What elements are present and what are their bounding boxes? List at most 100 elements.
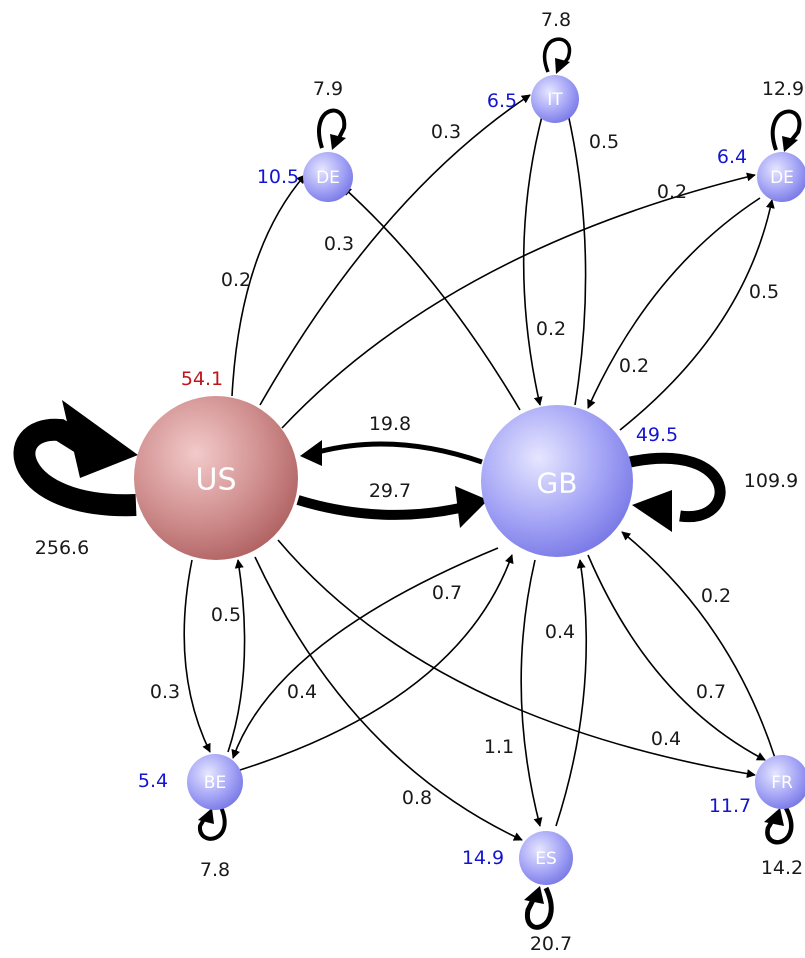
self-loop-de1-stroke (317, 108, 347, 149)
value-be: 5.4 (138, 770, 168, 792)
self-loop-es-arrowhead (524, 886, 544, 904)
edge-gb-to-de1 (342, 186, 521, 411)
self-loop-label-us: 256.6 (35, 537, 89, 559)
self-loop-de2 (770, 109, 802, 152)
self-loop-label-es: 20.7 (530, 933, 572, 955)
edge-label-gb-it: 0.5 (589, 131, 619, 153)
node-de2: DE (757, 152, 805, 202)
edge-label-us-fr: 0.4 (651, 728, 681, 750)
edge-gb-to-us (317, 441, 483, 465)
edge-es-to-gb (555, 559, 588, 827)
edge-label-us-be: 0.3 (150, 681, 180, 703)
node-be-label: BE (204, 773, 226, 793)
self-loop-label-de2: 12.9 (762, 78, 804, 100)
self-loop-gb-arrowhead (632, 490, 672, 532)
node-es-label: ES (535, 849, 557, 869)
edge-label-fr-gb: 0.2 (701, 585, 731, 607)
node-de1-label: DE (316, 168, 340, 188)
self-loop-fr-stroke (765, 806, 794, 845)
self-loop-be (198, 804, 227, 841)
value-es: 14.9 (462, 847, 504, 869)
edge-label-us-it: 0.3 (431, 121, 461, 143)
node-us-circle (134, 396, 298, 560)
edge-gb-to-de2 (619, 199, 775, 431)
value-de2: 6.4 (717, 146, 747, 168)
edge-label-gb-de2: 0.5 (749, 281, 779, 303)
node-be: BE (187, 754, 243, 810)
node-de1: DE (303, 152, 353, 202)
edge-gb-to-es (520, 559, 543, 827)
node-it: IT (531, 75, 579, 123)
self-loop-de2-arrowhead (782, 136, 798, 152)
edge-us-to-be (183, 559, 211, 753)
edge-us-to-gb-arrowhead (455, 486, 488, 528)
edge-de2-to-gb (587, 197, 761, 409)
self-loop-label-it: 7.8 (541, 9, 571, 31)
self-loop-it-stroke (542, 37, 572, 73)
self-loop-label-gb: 109.9 (744, 470, 798, 492)
self-loop-label-de1: 7.9 (313, 78, 343, 100)
edge-label-gb-be: 0.4 (287, 681, 317, 703)
value-us: 54.1 (181, 368, 223, 390)
node-it-label: IT (547, 90, 563, 110)
self-loop-be-arrowhead (198, 808, 214, 824)
self-loop-de2-stroke (770, 109, 802, 151)
node-be-circle (187, 754, 243, 810)
self-loop-gb (628, 452, 726, 532)
self-loop-us-stroke (13, 418, 137, 517)
self-loop-es-stroke (524, 886, 554, 930)
value-it: 6.5 (487, 90, 517, 112)
edge-label-be-gb: 0.7 (432, 582, 462, 604)
edge-us-to-fr (277, 539, 756, 779)
edge-gb-to-be (231, 547, 499, 759)
self-loop-label-be: 7.8 (200, 859, 230, 881)
edge-label-gb-us: 19.8 (369, 413, 411, 435)
node-es: ES (519, 831, 573, 885)
edge-be-to-gb (239, 554, 514, 771)
self-loop-it (542, 37, 572, 74)
node-de1-circle (303, 152, 353, 202)
self-loop-label-fr: 14.2 (761, 857, 803, 879)
node-gb-circle (481, 405, 633, 557)
edge-fr-to-gb (621, 531, 776, 759)
self-loop-es (524, 886, 554, 930)
edge-label-es-gb: 0.4 (545, 621, 575, 643)
edge-label-us-es: 0.8 (402, 787, 432, 809)
edge-group (183, 94, 776, 841)
edge-label-gb-de1: 0.3 (324, 233, 354, 255)
self-loop-us (13, 400, 138, 517)
self-loop-fr-arrowhead (764, 808, 784, 826)
self-loop-be-stroke (198, 804, 227, 841)
node-fr: FR (755, 755, 805, 809)
edge-label-gb-fr: 0.7 (696, 681, 726, 703)
edge-be-to-us (227, 559, 246, 753)
edge-us-to-gb (296, 495, 462, 520)
value-de1: 10.5 (257, 166, 299, 188)
edge-label-it-gb: 0.2 (536, 318, 566, 340)
edge-label-us-de2: 0.2 (657, 181, 687, 203)
value-gb: 49.5 (636, 424, 678, 446)
edge-gb-to-it (563, 104, 587, 406)
edge-gb-to-fr (587, 554, 766, 761)
self-loop-de1 (317, 108, 347, 150)
self-loop-de1-arrowhead (330, 134, 346, 150)
edge-gb-to-us-arrowhead (300, 440, 322, 466)
edge-us-to-es (254, 556, 523, 841)
self-loop-it-arrowhead (555, 58, 570, 74)
node-de2-label: DE (770, 168, 794, 188)
node-gb-label: GB (537, 467, 578, 500)
node-fr-circle (755, 755, 805, 809)
edge-label-gb-es: 1.1 (484, 736, 514, 758)
node-fr-label: FR (771, 773, 793, 793)
node-gb: GB (481, 405, 633, 557)
edge-us-to-it (259, 94, 531, 406)
self-loop-gb-stroke (628, 452, 726, 523)
node-us: US (134, 396, 298, 560)
node-de2-circle (757, 152, 805, 202)
node-es-circle (519, 831, 573, 885)
self-loop-us-arrowhead (62, 400, 138, 478)
edge-label-de2-gb: 0.2 (619, 355, 649, 377)
node-it-circle (531, 75, 579, 123)
edge-us-to-de1 (231, 174, 306, 397)
